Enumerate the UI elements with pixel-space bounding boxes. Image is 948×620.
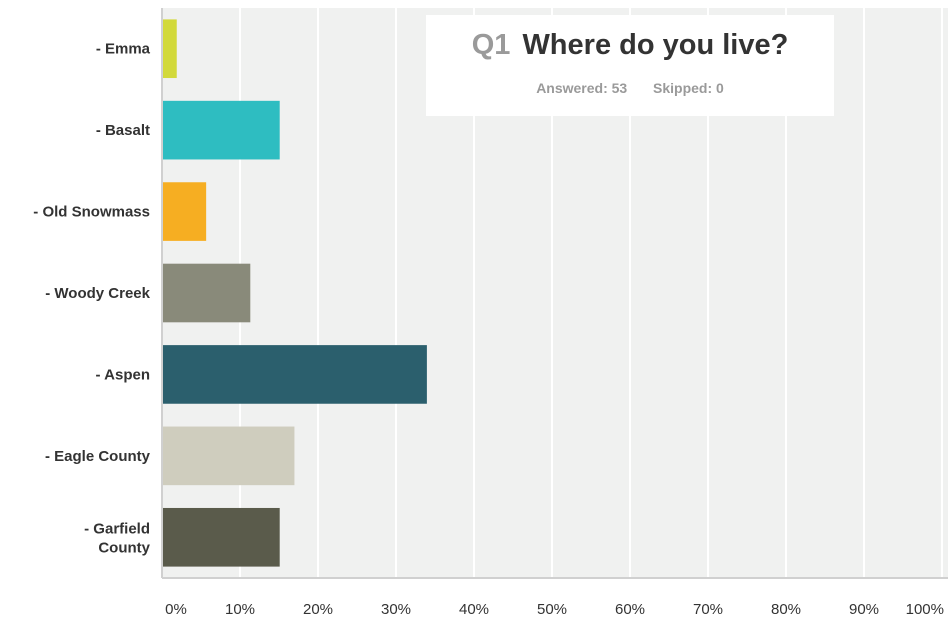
bar bbox=[163, 182, 207, 241]
x-tick-labels: 0% 10% 20% 30% 40% 50% 60% 70% 80% 90% 100% bbox=[165, 601, 944, 618]
category-label: - Old Snowmass bbox=[33, 204, 150, 221]
x-tick-label: 80% bbox=[771, 601, 801, 618]
x-tick-label: 60% bbox=[615, 601, 645, 618]
bar bbox=[163, 100, 280, 160]
category-label: - Eagle County bbox=[45, 448, 151, 465]
x-tick-label: 10% bbox=[225, 601, 255, 618]
x-tick-label: 40% bbox=[459, 601, 489, 618]
bar bbox=[163, 263, 251, 323]
x-tick-label: 20% bbox=[303, 601, 333, 618]
category-label: - Basalt bbox=[96, 122, 150, 139]
x-tick-label: 0% bbox=[165, 601, 187, 618]
answered-count: Answered: 53 bbox=[536, 80, 628, 96]
bar bbox=[163, 507, 280, 567]
category-label: - Aspen bbox=[96, 366, 150, 383]
question-number: Q1 bbox=[471, 29, 511, 61]
category-label: - Woody Creek bbox=[45, 285, 150, 302]
bars bbox=[163, 19, 427, 567]
category-labels: - Emma - Basalt - Old Snowmass - Woody Cree… bbox=[33, 41, 150, 557]
question-text: Where do you live? bbox=[522, 29, 789, 61]
x-tick-label: 100% bbox=[906, 601, 944, 618]
x-tick-label: 70% bbox=[693, 601, 723, 618]
category-label: - Garfield County bbox=[84, 520, 151, 556]
x-tick-label: 50% bbox=[537, 601, 567, 618]
category-label: - Emma bbox=[96, 41, 151, 58]
response-stats: Answered: 53 Skipped: 0 bbox=[426, 80, 834, 96]
bar bbox=[163, 426, 295, 486]
x-tick-label: 90% bbox=[849, 601, 879, 618]
bar bbox=[163, 19, 177, 79]
x-tick-label: 30% bbox=[381, 601, 411, 618]
question-title: Q1 Where do you live? bbox=[426, 29, 834, 62]
bar bbox=[163, 345, 427, 404]
question-title-box: Q1 Where do you live? Answered: 53 Skipp… bbox=[426, 15, 834, 116]
skipped-count: Skipped: 0 bbox=[653, 80, 724, 96]
